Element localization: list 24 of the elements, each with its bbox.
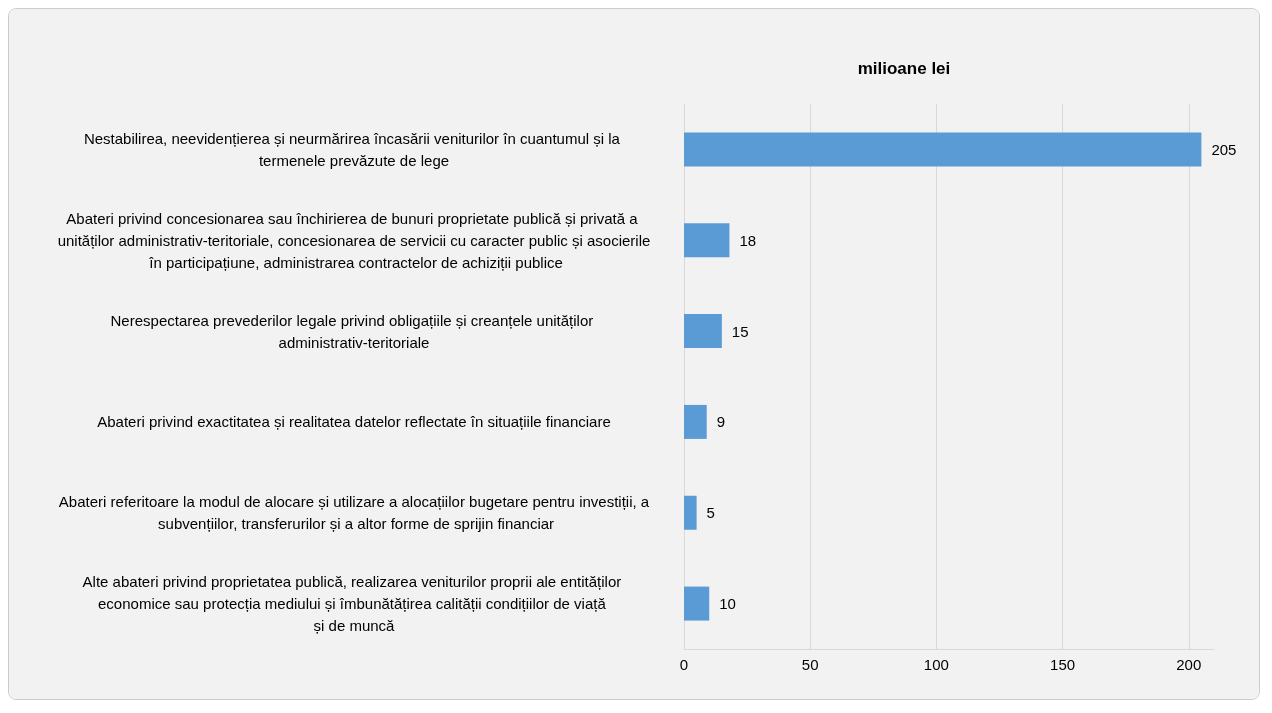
bar <box>684 223 730 258</box>
chart-title: milioane lei <box>857 59 951 78</box>
y-tick-label: Nerespectarea prevederilor legale privind obligațiile și creanțele unităților administrativ-teritoriale <box>110 311 598 351</box>
y-tick-label: Abateri privind concesionarea sau închirierea de bunuri proprietate publică și privată a unităților administrativ-teritoriale, concesionarea de servicii cu caracter public și asocierile în participațiune, administrarea contractelor de achiziții publice <box>57 209 651 271</box>
y-tick-label: Abateri referitoare la modul de alocare și utilizare a alocațiilor bugetare pentru investiții, a subvențiilor, transferurilor și a altor forme de sprijin financiar <box>58 493 650 533</box>
data-label: 5 <box>706 504 715 522</box>
data-label: 15 <box>731 322 749 340</box>
y-tick-label: Abateri privind exactitatea și realitatea datelor reflectate în situațiile financiare <box>97 413 611 431</box>
x-tick-label: 100 <box>923 656 949 673</box>
y-tick-label: Alte abateri privind proprietatea publică, realizarea veniturilor proprii ale entităților economice sau protecția mediului și îmbunătățirea calității condițiilor de viață și de muncă <box>82 573 626 635</box>
bar <box>684 314 722 349</box>
x-tick-label: 0 <box>679 656 689 673</box>
x-tick-label: 150 <box>1050 656 1076 673</box>
bar <box>684 404 707 439</box>
data-label: 10 <box>719 595 736 613</box>
data-label: 18 <box>739 231 757 249</box>
data-label: 9 <box>716 413 726 431</box>
y-tick-label: Nestabilirea, neevidențierea și neurmărirea încasării veniturilor în cuantumul și la termenele prevăzute de lege <box>83 129 625 169</box>
x-tick-label: 200 <box>1176 656 1202 673</box>
data-label: 205 <box>1211 140 1237 158</box>
x-tick-label: 50 <box>801 656 819 673</box>
bar <box>684 132 1202 167</box>
bar <box>684 586 710 621</box>
bar <box>684 495 697 530</box>
